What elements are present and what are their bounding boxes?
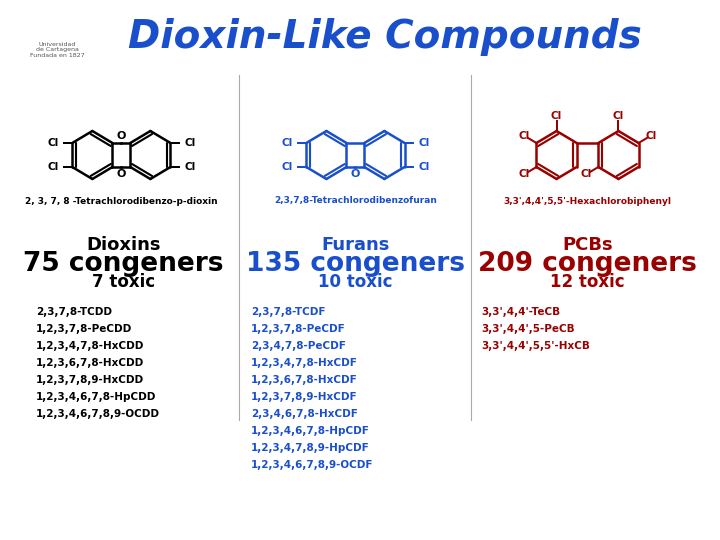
Text: 209 congeners: 209 congeners: [478, 251, 697, 277]
Text: O: O: [351, 169, 360, 179]
Text: 2,3,7,8-Tetrachlorodibenzofuran: 2,3,7,8-Tetrachlorodibenzofuran: [274, 197, 437, 206]
Text: 12 toxic: 12 toxic: [550, 273, 625, 291]
Text: 1,2,3,7,8-PeCDF: 1,2,3,7,8-PeCDF: [251, 324, 346, 334]
Text: 10 toxic: 10 toxic: [318, 273, 392, 291]
Text: 75 congeners: 75 congeners: [23, 251, 223, 277]
Text: Cl: Cl: [518, 131, 529, 140]
Text: Cl: Cl: [418, 162, 429, 172]
Text: Dioxins: Dioxins: [86, 236, 161, 254]
Text: 3,3',4,4',5,5'-HxCB: 3,3',4,4',5,5'-HxCB: [481, 341, 590, 351]
Text: 1,2,3,4,6,7,8,9-OCDD: 1,2,3,4,6,7,8,9-OCDD: [36, 409, 161, 419]
Text: Cl: Cl: [184, 162, 195, 172]
Text: O: O: [117, 131, 126, 141]
Text: Cl: Cl: [518, 170, 529, 179]
Text: 2,3,7,8-TCDD: 2,3,7,8-TCDD: [36, 307, 112, 317]
Text: 1,2,3,7,8,9-HxCDF: 1,2,3,7,8,9-HxCDF: [251, 392, 358, 402]
Text: 7 toxic: 7 toxic: [91, 273, 155, 291]
Text: 1,2,3,4,7,8-HxCDD: 1,2,3,4,7,8-HxCDD: [36, 341, 145, 351]
Text: Cl: Cl: [551, 111, 562, 121]
Text: Cl: Cl: [646, 131, 657, 140]
Text: 2,3,4,6,7,8-HxCDF: 2,3,4,6,7,8-HxCDF: [251, 409, 358, 419]
Text: Cl: Cl: [48, 162, 59, 172]
Text: 1,2,3,6,7,8-HxCDD: 1,2,3,6,7,8-HxCDD: [36, 358, 145, 368]
Text: 2,3,7,8-TCDF: 2,3,7,8-TCDF: [251, 307, 325, 317]
Text: Cl: Cl: [282, 138, 293, 148]
Text: 3,3',4,4',5,5'-Hexachlorobiphenyl: 3,3',4,4',5,5'-Hexachlorobiphenyl: [503, 197, 672, 206]
Text: 1,2,3,4,6,7,8-HpCDF: 1,2,3,4,6,7,8-HpCDF: [251, 426, 370, 436]
Text: Cl: Cl: [282, 162, 293, 172]
Text: 2,3,4,7,8-PeCDF: 2,3,4,7,8-PeCDF: [251, 341, 346, 351]
Text: Cl: Cl: [48, 138, 59, 148]
Text: PCBs: PCBs: [562, 236, 613, 254]
Text: Cl: Cl: [580, 170, 591, 179]
Text: Cl: Cl: [613, 111, 624, 121]
Text: 3,3',4,4',5-PeCB: 3,3',4,4',5-PeCB: [481, 324, 575, 334]
Text: Cl: Cl: [184, 138, 195, 148]
Text: Furans: Furans: [321, 236, 390, 254]
Text: Dioxin-Like Compounds: Dioxin-Like Compounds: [127, 18, 642, 56]
Text: 1,2,3,7,8-PeCDD: 1,2,3,7,8-PeCDD: [36, 324, 132, 334]
Text: 1,2,3,4,6,7,8-HpCDD: 1,2,3,4,6,7,8-HpCDD: [36, 392, 157, 402]
Text: 1,2,3,4,6,7,8,9-OCDF: 1,2,3,4,6,7,8,9-OCDF: [251, 460, 374, 470]
Text: 135 congeners: 135 congeners: [246, 251, 465, 277]
Text: 2, 3, 7, 8 -Tetrachlorodibenzo-p-dioxin: 2, 3, 7, 8 -Tetrachlorodibenzo-p-dioxin: [25, 197, 217, 206]
Text: 1,2,3,7,8,9-HxCDD: 1,2,3,7,8,9-HxCDD: [36, 375, 145, 385]
Text: 1,2,3,4,7,8,9-HpCDF: 1,2,3,4,7,8,9-HpCDF: [251, 443, 369, 453]
Text: 1,2,3,6,7,8-HxCDF: 1,2,3,6,7,8-HxCDF: [251, 375, 358, 385]
Text: 1,2,3,4,7,8-HxCDF: 1,2,3,4,7,8-HxCDF: [251, 358, 358, 368]
Text: Universidad
de Cartagena
Fundada en 1827: Universidad de Cartagena Fundada en 1827: [30, 42, 85, 58]
Text: 3,3',4,4'-TeCB: 3,3',4,4'-TeCB: [481, 307, 560, 317]
Text: Cl: Cl: [418, 138, 429, 148]
Text: O: O: [117, 169, 126, 179]
